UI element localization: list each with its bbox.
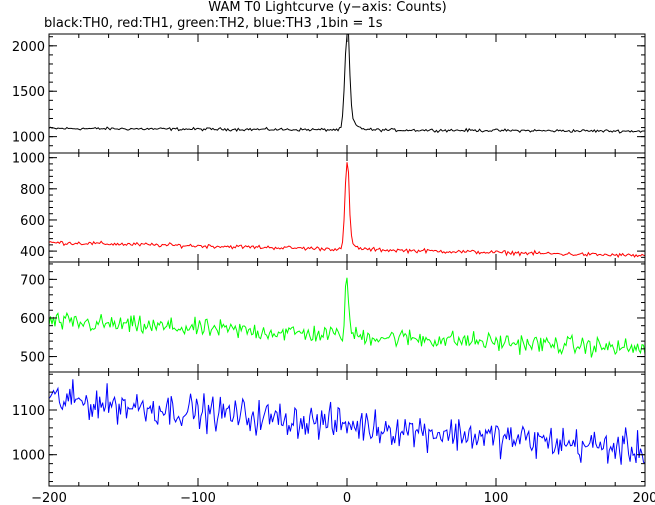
series-line-th2 <box>49 277 645 358</box>
x-tick-label: −200 <box>31 491 67 505</box>
y-tick-label: 800 <box>20 183 45 198</box>
chart-title: WAM T0 Lightcurve (y−axis: Counts) <box>208 0 447 15</box>
y-tick-label: 1000 <box>12 152 45 167</box>
y-tick-label: 500 <box>20 351 45 366</box>
y-tick-label: 1100 <box>12 404 45 419</box>
chart-subtitle: black:TH0, red:TH1, green:TH2, blue:TH3 … <box>44 16 383 31</box>
x-axis: −200 −100 0 100 200 <box>31 491 655 505</box>
panel-th2: 500 600 700 <box>20 261 646 373</box>
series-line-th0 <box>49 34 645 134</box>
y-tick-label: 1500 <box>12 85 45 100</box>
panel-frame <box>48 33 646 154</box>
y-tick-label: 700 <box>20 273 45 288</box>
y-tick-label: 2000 <box>12 40 45 55</box>
x-tick-label: 200 <box>633 491 655 505</box>
x-tick-label: 100 <box>484 491 509 505</box>
panel-th0: 1000 1500 2000 <box>12 33 646 154</box>
y-tick-label: 600 <box>20 214 45 229</box>
panel-frame <box>48 152 646 263</box>
panel-th1: 400 600 800 1000 <box>12 152 646 263</box>
panel-th3: 1000 1100 <box>12 371 646 487</box>
y-tick-label: 1000 <box>12 131 45 146</box>
series-line-th1 <box>49 162 645 259</box>
x-tick-label: −100 <box>180 491 216 505</box>
series-line-th3 <box>49 379 645 465</box>
panel-frame <box>48 371 646 487</box>
panels-layer: 1000 1500 2000 400 600 800 1000 500 600 700 1000 11… <box>12 33 646 487</box>
y-tick-label: 400 <box>20 245 45 260</box>
y-tick-label: 1000 <box>12 449 45 464</box>
y-tick-label: 600 <box>20 312 45 327</box>
x-tick-label: 0 <box>343 491 351 505</box>
